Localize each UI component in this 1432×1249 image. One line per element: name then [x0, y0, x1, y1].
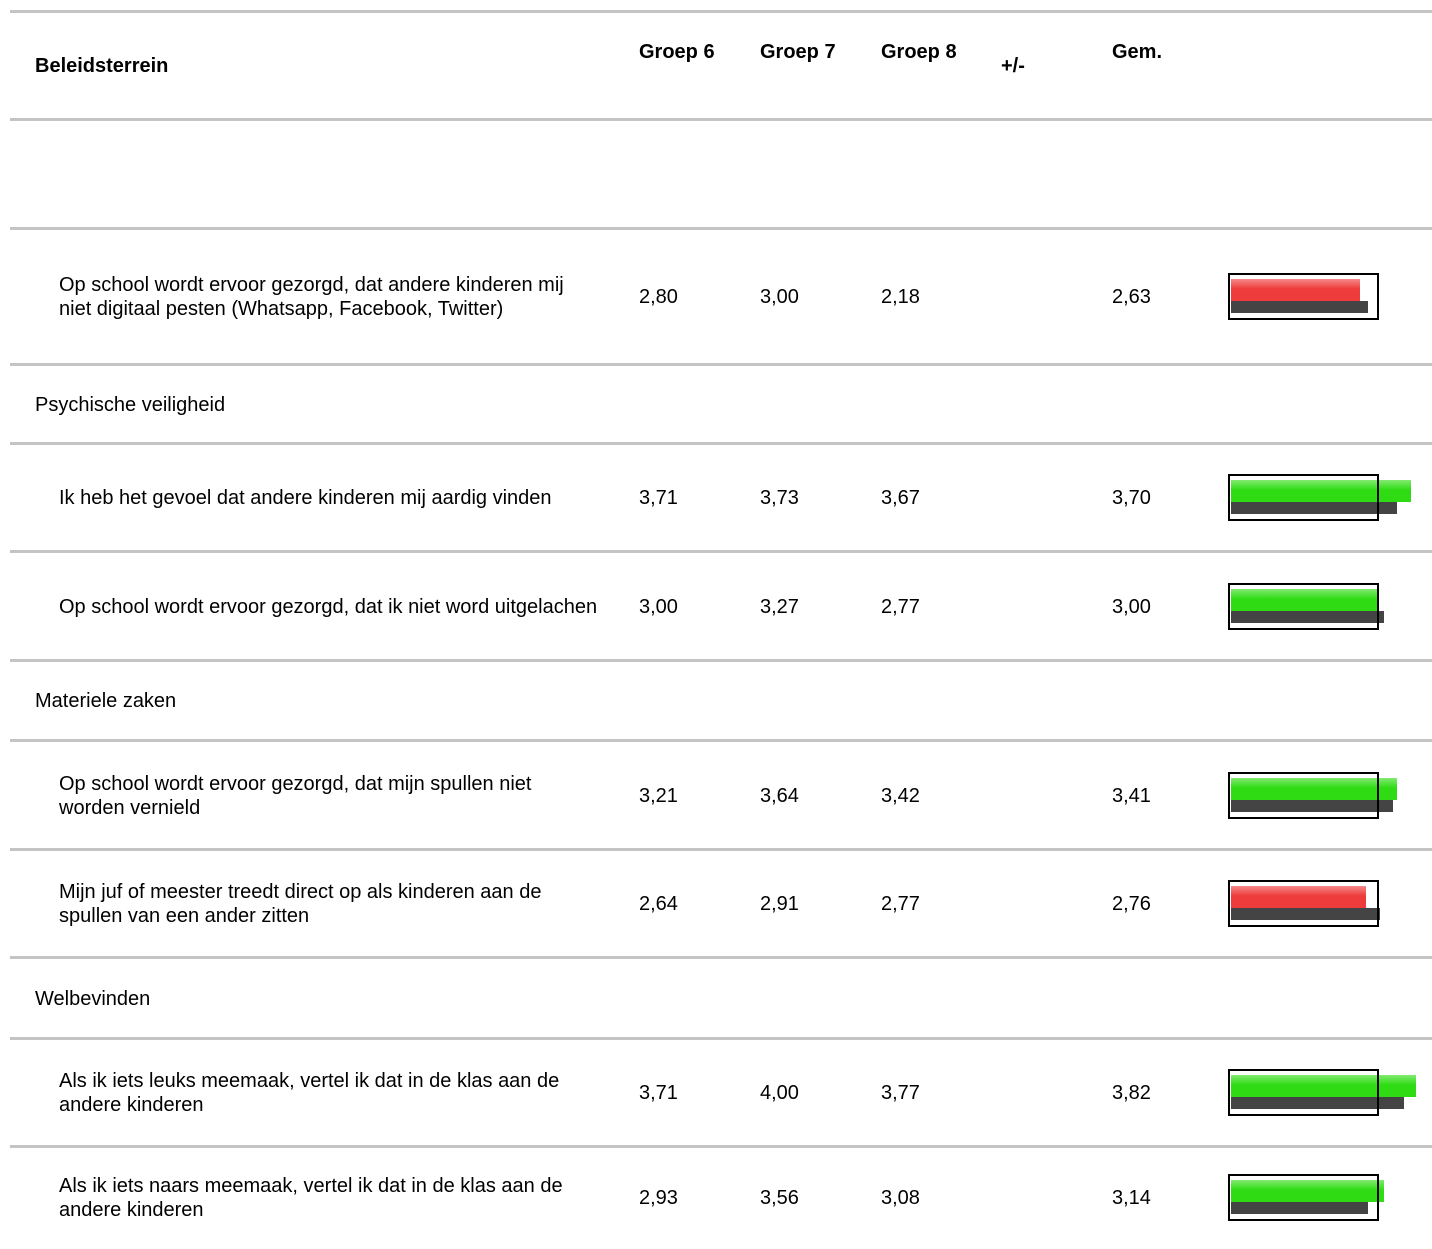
benchmark-bar: [1231, 1202, 1368, 1214]
item-label: Ik heb het gevoel dat andere kinderen mi…: [59, 487, 552, 509]
group-value: 2,93: [639, 1187, 678, 1209]
score-bar: [1231, 278, 1360, 301]
gem-value: 2,76: [1112, 893, 1151, 915]
benchmark-bar: [1231, 502, 1398, 514]
rule: [10, 659, 1432, 662]
gem-value: 3,82: [1112, 1082, 1151, 1104]
rule: [10, 1037, 1432, 1040]
group-value: 3,21: [639, 784, 678, 807]
gem-value: 2,63: [1112, 285, 1151, 308]
bar-frame: [1228, 272, 1379, 320]
rule: [10, 848, 1432, 851]
group-value: 3,27: [760, 595, 799, 618]
item-label: Als ik iets leuks meemaak, vertel ik dat…: [59, 1070, 560, 1116]
benchmark-bar: [1231, 908, 1381, 920]
group-value: 3,00: [760, 285, 799, 308]
group-value: 4,00: [760, 1082, 799, 1104]
group-value: 3,77: [881, 1082, 920, 1104]
rule: [10, 550, 1432, 553]
header-cell: Groep 8: [881, 41, 957, 63]
score-bar: [1231, 1180, 1385, 1202]
score-bar: [1231, 480, 1411, 502]
item-label: Op school wordt ervoor gezorgd, dat mijn…: [59, 772, 532, 819]
group-value: 2,18: [881, 285, 920, 308]
header-cell: Gem.: [1112, 41, 1163, 63]
section-label: Welbevinden: [35, 987, 151, 1010]
score-bar: [1231, 777, 1397, 800]
group-value: 3,42: [881, 784, 920, 807]
item-label: Op school wordt ervoor gezorgd, dat ande…: [59, 273, 564, 320]
benchmark-bar: [1231, 799, 1393, 812]
header-cell: +/-: [1001, 55, 1025, 77]
section-label: Materiele zaken: [35, 690, 177, 712]
group-value: 2,91: [760, 893, 799, 915]
header-label: Beleidsterrein: [35, 55, 169, 77]
section-label: Psychische veiligheid: [35, 393, 226, 416]
group-value: 3,67: [881, 487, 920, 509]
item-label: Mijn juf of meester treedt direct op als…: [59, 881, 542, 927]
rule: [10, 227, 1432, 230]
score-bar: [1231, 1075, 1417, 1097]
group-value: 2,64: [639, 893, 678, 915]
rule: [10, 956, 1432, 959]
bar-frame: [1228, 1069, 1379, 1116]
header-cell: Groep 6: [639, 41, 715, 63]
benchmark-bar: [1231, 300, 1369, 313]
rule: [10, 363, 1432, 366]
score-bar: [1231, 588, 1378, 611]
group-value: 2,77: [881, 893, 920, 915]
group-value: 3,71: [639, 487, 678, 509]
group-value: 3,56: [760, 1187, 799, 1209]
bar-frame: [1228, 582, 1379, 630]
header-cell: Groep 7: [760, 41, 836, 63]
gem-value: 3,70: [1112, 487, 1151, 509]
rule: [10, 118, 1432, 121]
bar-frame: [1228, 1174, 1379, 1221]
benchmark-bar: [1231, 1097, 1404, 1109]
bar-frame: [1228, 880, 1379, 927]
gem-value: 3,41: [1112, 784, 1151, 807]
gem-value: 3,00: [1112, 595, 1151, 618]
group-value: 3,08: [881, 1187, 920, 1209]
group-value: 2,77: [881, 595, 920, 618]
rule: [10, 739, 1432, 742]
item-label: Op school wordt ervoor gezorgd, dat ik n…: [59, 595, 598, 618]
rule: [10, 1145, 1432, 1148]
group-value: 3,64: [760, 784, 799, 807]
score-bar: [1231, 886, 1367, 908]
rule: [10, 10, 1432, 13]
group-value: 3,00: [639, 595, 678, 618]
group-value: 2,80: [639, 285, 678, 308]
bar-frame: [1228, 771, 1379, 819]
group-value: 3,71: [639, 1082, 678, 1104]
rule: [10, 442, 1432, 445]
group-value: 3,73: [760, 487, 799, 509]
benchmark-bar: [1231, 610, 1384, 623]
bar-frame: [1228, 474, 1379, 521]
item-label: Als ik iets naars meemaak, vertel ik dat…: [59, 1175, 563, 1221]
gem-value: 3,14: [1112, 1187, 1151, 1209]
